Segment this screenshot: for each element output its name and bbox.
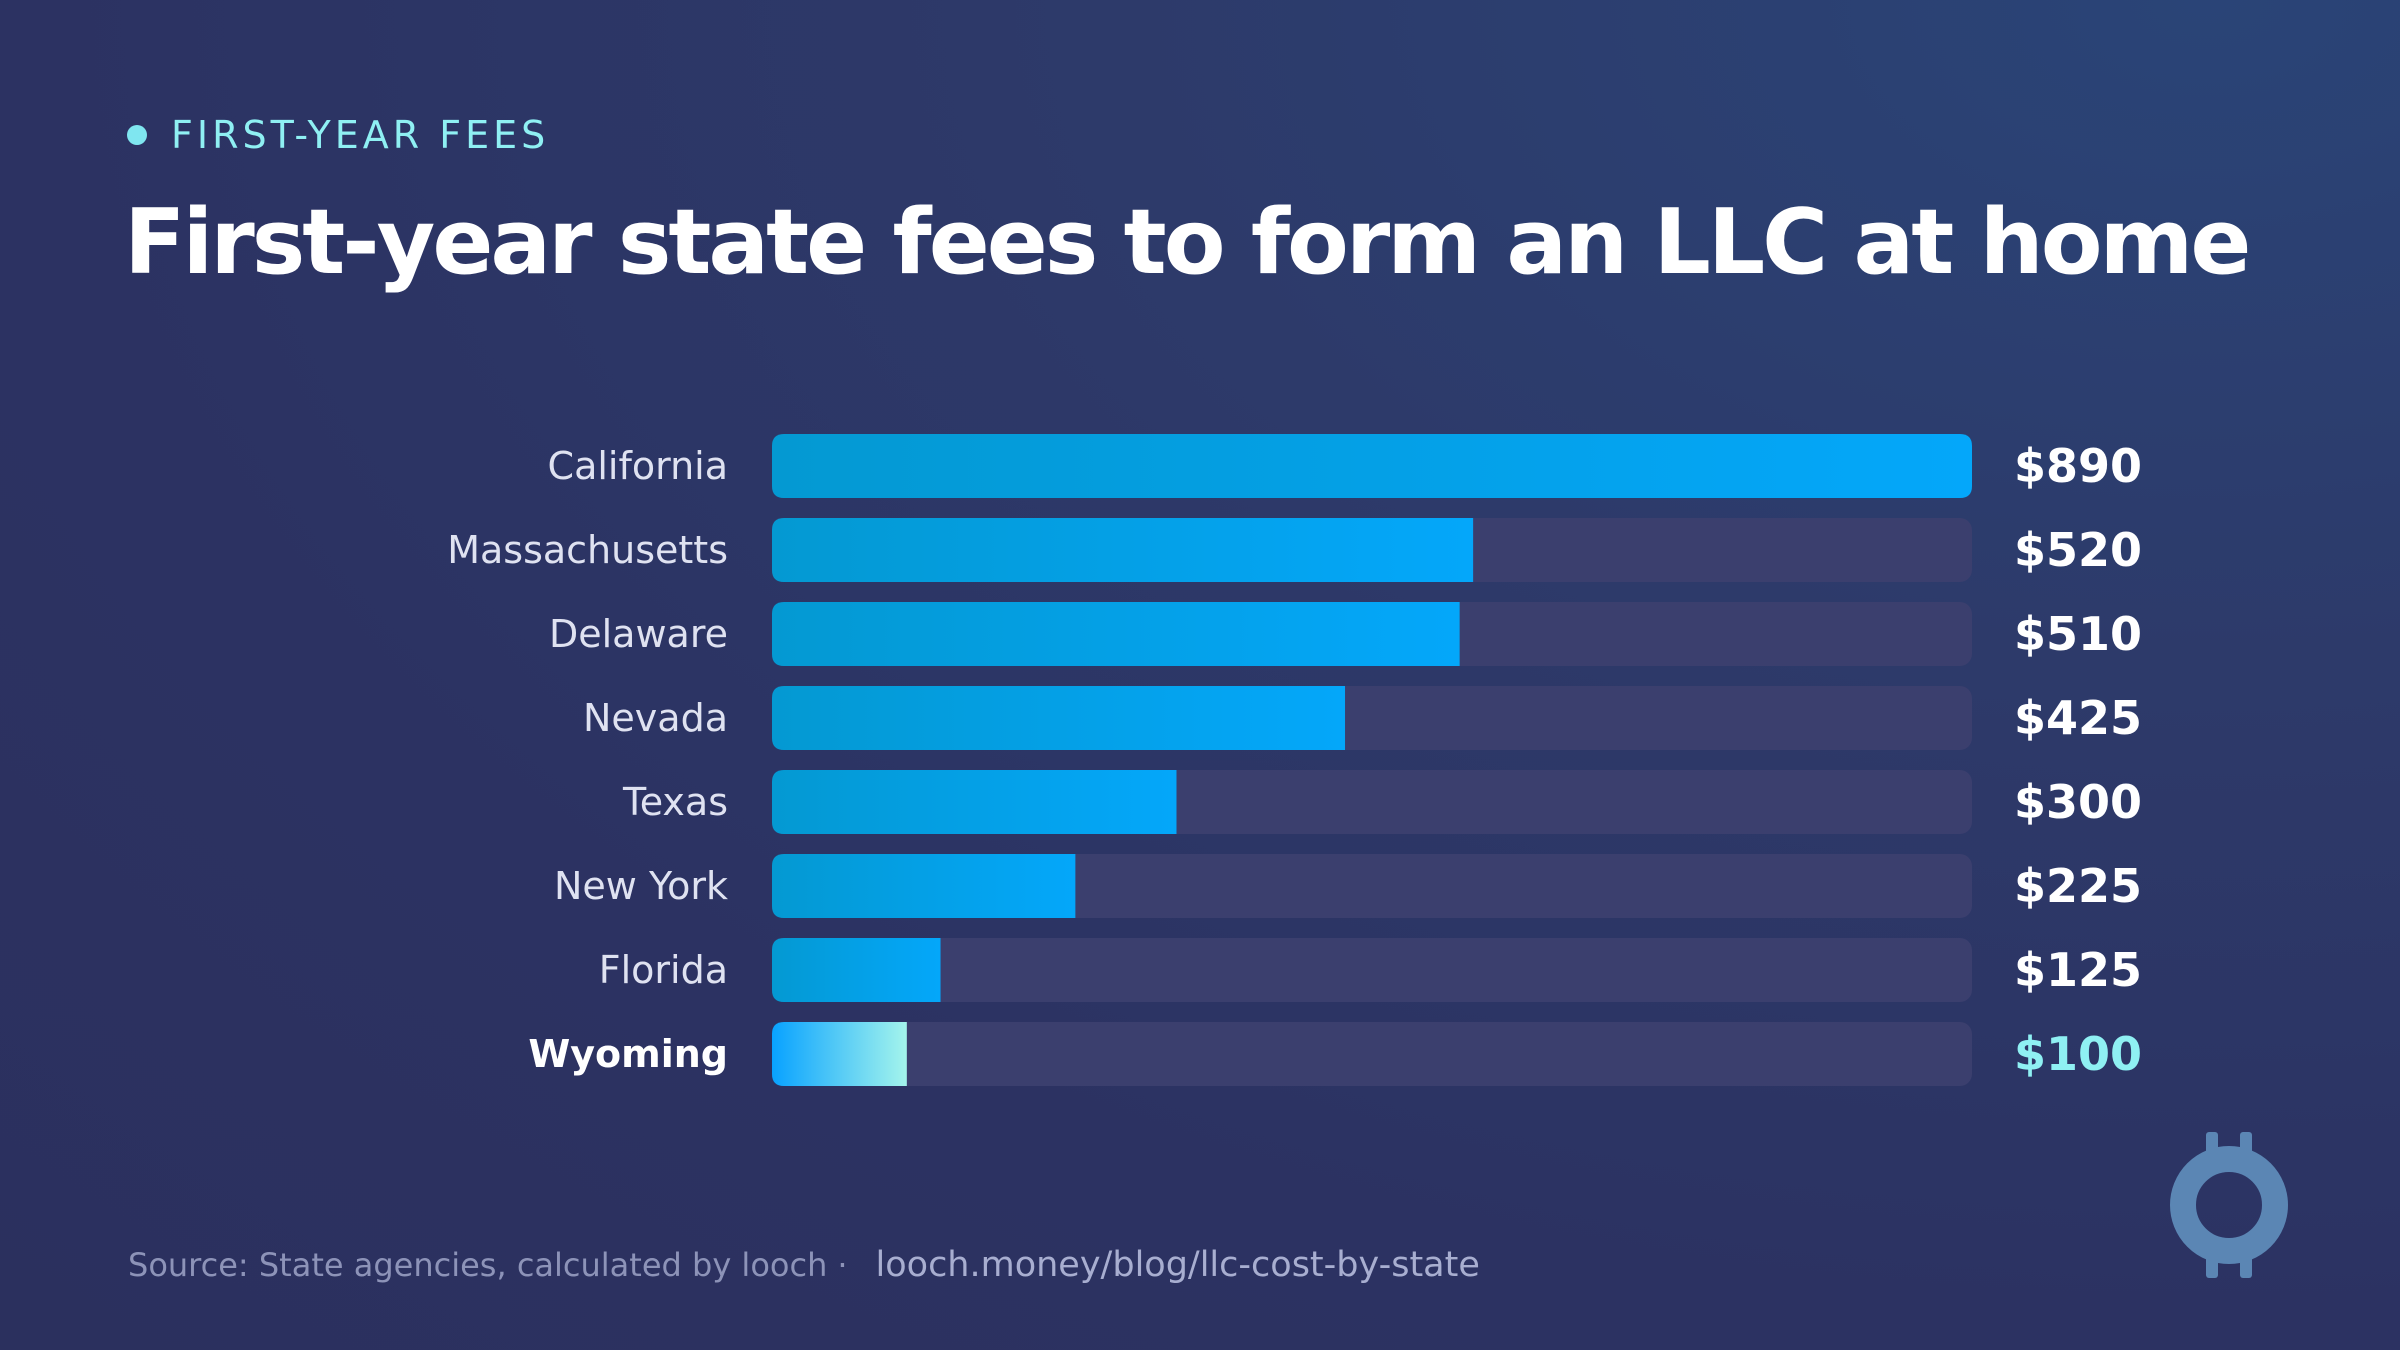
chart-title: First-year state fees to form an LLC at … [124,190,2251,295]
footer-separator: · [837,1246,848,1284]
category-label-massachusetts: Massachusetts [447,528,728,572]
source-note: Source: State agencies, calculated by lo… [128,1246,828,1284]
category-label-nevada: Nevada [583,696,728,740]
category-label-california: California [548,444,728,488]
bar-track-wyoming [772,1022,1972,1086]
bar-massachusetts [772,518,1474,582]
bar-nevada [772,686,1346,750]
category-label-texas: Texas [622,780,728,824]
value-label-wyoming: $100 [2014,1027,2142,1081]
bar-new-york [772,854,1076,918]
category-label-florida: Florida [599,948,728,992]
value-label-delaware: $510 [2014,607,2142,661]
value-label-california: $890 [2014,439,2142,493]
bar-wyoming [772,1022,907,1086]
value-label-massachusetts: $520 [2014,523,2142,577]
looch-coin-logo-icon [2170,1132,2288,1278]
bar-florida [772,938,941,1002]
eyebrow: FIRST-YEAR FEES [127,110,549,160]
category-label-wyoming: Wyoming [528,1032,728,1076]
eyebrow-dot-icon [127,125,147,145]
eyebrow-label: FIRST-YEAR FEES [171,113,550,157]
value-label-florida: $125 [2014,943,2142,997]
bar-delaware [772,602,1460,666]
category-label-delaware: Delaware [549,612,728,656]
footer: Source: State agencies, calculated by lo… [128,1245,1480,1285]
bar-texas [772,770,1177,834]
source-url-link[interactable]: looch.money/blog/llc-cost-by-state [875,1245,1480,1285]
bar-track-florida [772,938,1972,1002]
value-label-new-york: $225 [2014,859,2142,913]
value-label-texas: $300 [2014,775,2142,829]
category-label-new-york: New York [554,864,728,908]
bars-group: California $890 Massachusetts $520 Delaware $… [447,434,2142,1086]
bar-california [772,434,1972,498]
value-label-nevada: $425 [2014,691,2142,745]
